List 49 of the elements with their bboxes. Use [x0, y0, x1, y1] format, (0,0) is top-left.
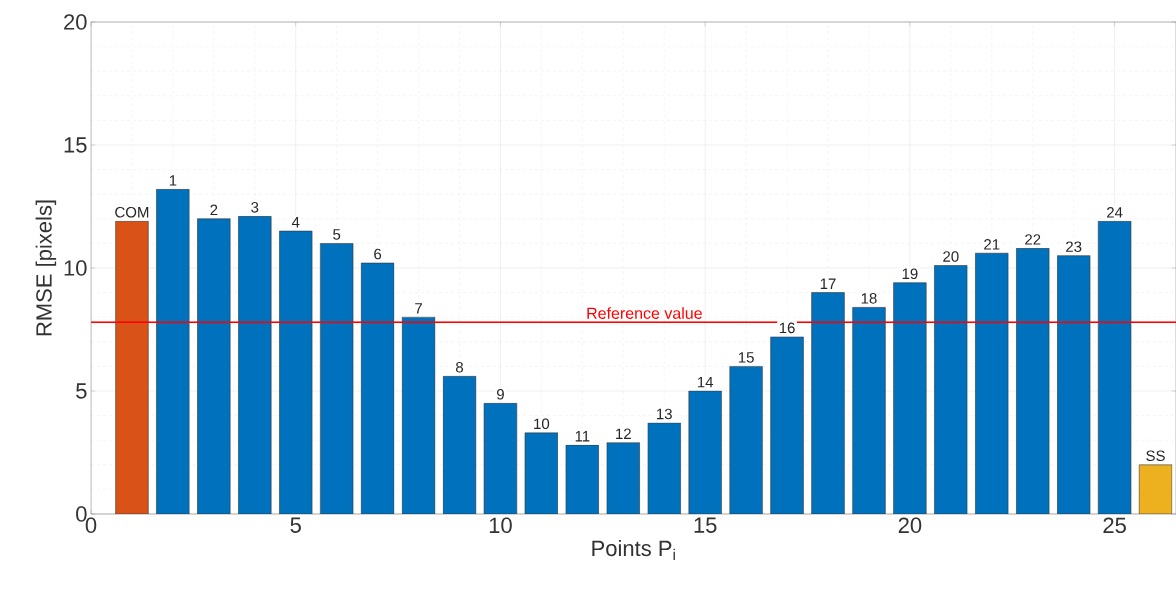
- annotation: 12: [616, 428, 631, 439]
- y-tick-label: 0: [76, 506, 87, 522]
- annotation: 8: [455, 361, 464, 373]
- annotation: 19: [902, 268, 918, 280]
- annotation: SS: [1146, 450, 1165, 462]
- x-tick-label: 15: [694, 517, 717, 533]
- bar: [565, 444, 600, 514]
- bar: [442, 375, 477, 514]
- annotation: 24: [1107, 207, 1123, 218]
- annotation: 2: [210, 204, 218, 216]
- x-tick-label: 10: [489, 517, 512, 534]
- y-tick-label: 15: [64, 137, 87, 153]
- y-tick-label: 10: [64, 260, 87, 276]
- x-tick-label: 5: [290, 517, 301, 533]
- annotation: 18: [861, 293, 877, 304]
- bar: [156, 188, 190, 514]
- bar: [238, 216, 272, 514]
- bar: [1016, 248, 1050, 514]
- annotation: 10: [534, 418, 550, 430]
- annotation: 20: [943, 251, 959, 262]
- bar: [197, 218, 231, 514]
- bar: [811, 292, 845, 514]
- y-axis-title: RMSE [pixels]: [35, 200, 57, 336]
- x-axis-title: Points P$_{i}$: [592, 539, 675, 560]
- annotation: 4: [291, 217, 300, 228]
- y-tick-label: 5: [76, 383, 87, 399]
- annotation: 1: [169, 175, 177, 186]
- annotation: 17: [820, 278, 836, 289]
- bar: [934, 265, 968, 514]
- x-tick-label: 25: [1103, 517, 1126, 534]
- annotation: 11: [575, 431, 590, 442]
- bar: [770, 336, 804, 514]
- annotation: COM: [115, 206, 149, 218]
- bar: [647, 422, 681, 514]
- annotation: 14: [697, 376, 714, 388]
- annotation: 15: [738, 352, 754, 363]
- annotation: 16: [779, 322, 795, 334]
- y-tick-label: 20: [64, 14, 87, 30]
- x-tick-label: 20: [898, 517, 922, 534]
- annotation: 9: [496, 388, 504, 400]
- annotation: 22: [1025, 234, 1041, 245]
- annotation: 23: [1066, 241, 1082, 252]
- annotation: 6: [374, 248, 382, 260]
- annotation: 21: [984, 239, 1000, 250]
- annotation: 13: [657, 408, 672, 420]
- ref-line-label: Reference value: [587, 307, 702, 319]
- annotation: 3: [251, 202, 259, 213]
- annotation: 5: [333, 229, 341, 240]
- annotation: 7: [415, 303, 422, 314]
